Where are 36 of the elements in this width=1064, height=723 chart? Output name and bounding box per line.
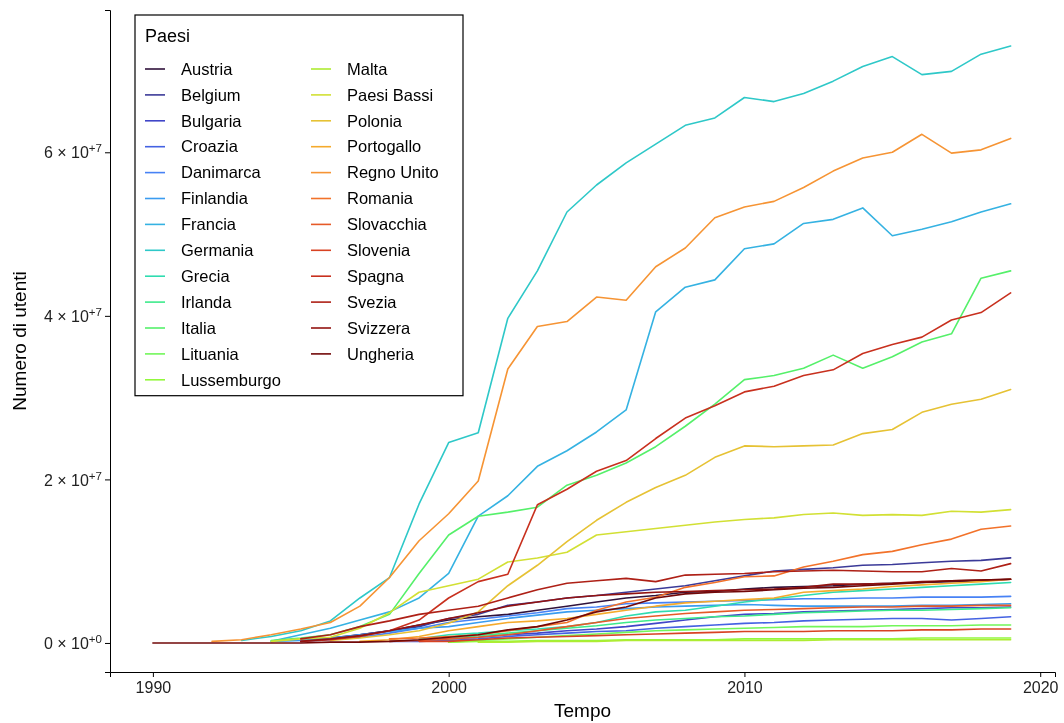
- legend-label: Romania: [347, 189, 414, 208]
- legend-label: Malta: [347, 59, 389, 78]
- legend-label: Germania: [181, 241, 255, 260]
- legend-label: Slovacchia: [347, 215, 428, 234]
- legend-label: Danimarca: [181, 163, 262, 182]
- legend-label: Paesi Bassi: [347, 85, 434, 104]
- y-tick-label: 4 × 10$^{+7}$: [43, 305, 102, 325]
- x-tick-label: 1990: [135, 679, 172, 696]
- legend-label: Finlandia: [181, 189, 249, 208]
- legend-label: Francia: [181, 215, 237, 234]
- legend-label: Bulgaria: [181, 111, 243, 130]
- legend-label: Svizzera: [347, 318, 412, 337]
- legend-label: Svezia: [347, 292, 398, 311]
- legend-label: Italia: [181, 318, 217, 337]
- legend-title: Paesi: [145, 26, 191, 46]
- legend-label: Regno Unito: [347, 163, 439, 182]
- legend-label: Grecia: [181, 266, 231, 285]
- y-tick-label: 6 × 10$^{+7}$: [43, 142, 102, 162]
- legend-label: Spagna: [347, 266, 405, 285]
- x-tick-label: 2010: [727, 679, 763, 696]
- x-tick-label: 2000: [431, 679, 468, 696]
- legend-label: Slovenia: [347, 241, 412, 260]
- legend-label: Portogallo: [347, 137, 422, 156]
- legend-label: Austria: [181, 59, 234, 78]
- y-axis-title: Numero di utenti: [9, 271, 30, 411]
- legend-label: Ungheria: [347, 344, 415, 363]
- legend-label: Lituania: [181, 344, 240, 363]
- legend-label: Belgium: [181, 85, 241, 104]
- y-tick-label: 0 × 10$^{+0}$: [43, 633, 102, 653]
- legend-label: Lussemburgo: [181, 370, 281, 389]
- y-tick-label: 2 × 10$^{+7}$: [43, 469, 102, 489]
- x-axis-title: Tempo: [553, 700, 612, 721]
- legend-label: Irlanda: [181, 292, 233, 311]
- x-tick-label: 2020: [1022, 679, 1059, 696]
- legend-label: Croazia: [181, 137, 239, 156]
- legend-label: Polonia: [347, 111, 403, 130]
